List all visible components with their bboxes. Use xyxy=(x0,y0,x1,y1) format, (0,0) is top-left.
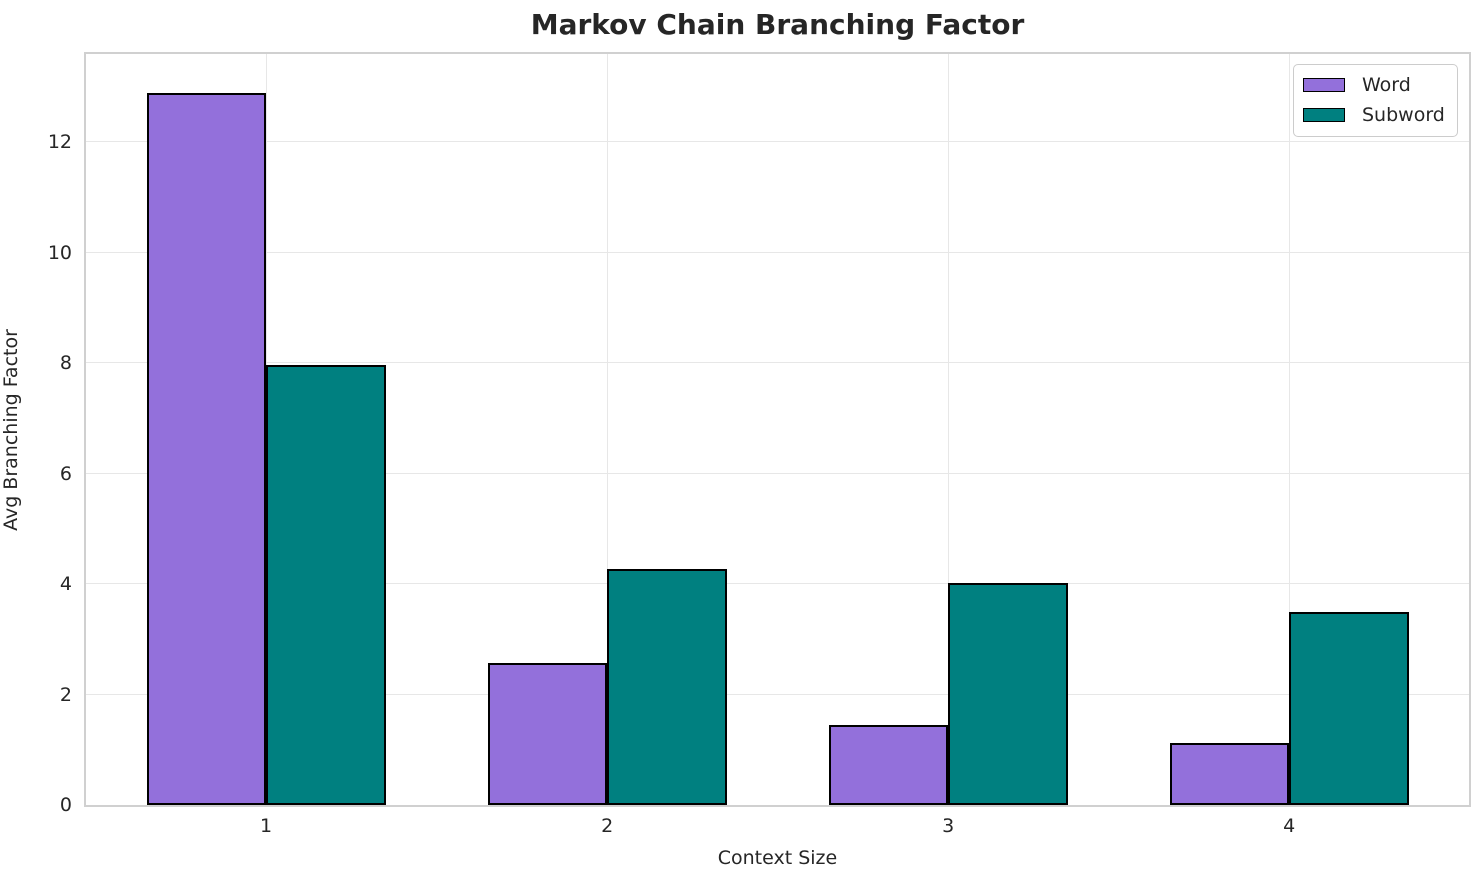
plot-area xyxy=(84,52,1471,807)
legend-label-word: Word xyxy=(1362,74,1411,96)
legend-swatch-word xyxy=(1303,78,1345,92)
gridline-x-4 xyxy=(1289,54,1291,805)
y-tick-label-8: 8 xyxy=(59,352,72,375)
gridline-y-4 xyxy=(86,583,1469,585)
bar-subword-context-2 xyxy=(607,568,727,805)
y-tick-label-12: 12 xyxy=(47,131,72,154)
bar-word-context-1 xyxy=(146,92,267,805)
gridline-y-8 xyxy=(86,362,1469,364)
gridline-x-2 xyxy=(607,54,609,805)
bar-word-context-2 xyxy=(487,662,608,805)
chart-title: Markov Chain Branching Factor xyxy=(530,8,1025,41)
x-tick-label-2: 2 xyxy=(601,815,614,837)
bar-word-context-3 xyxy=(828,724,949,805)
gridline-y-6 xyxy=(86,472,1469,474)
gridline-x-3 xyxy=(948,54,950,805)
y-tick-label-0: 0 xyxy=(59,794,72,816)
legend-item-subword: Subword xyxy=(1303,102,1447,128)
legend: Word Subword xyxy=(1293,64,1458,137)
legend-label-subword: Subword xyxy=(1362,104,1445,126)
bar-subword-context-4 xyxy=(1289,611,1409,805)
x-tick-label-3: 3 xyxy=(942,815,955,837)
y-tick-label-6: 6 xyxy=(59,462,72,485)
y-tick-label-10: 10 xyxy=(47,241,72,264)
y-tick-label-2: 2 xyxy=(59,683,72,706)
gridline-y-10 xyxy=(86,251,1469,253)
gridline-y-12 xyxy=(86,141,1469,143)
x-tick-label-4: 4 xyxy=(1283,815,1296,837)
legend-item-word: Word xyxy=(1303,72,1447,98)
y-tick-label-4: 4 xyxy=(59,573,72,596)
bar-word-context-4 xyxy=(1169,742,1290,805)
x-tick-label-1: 1 xyxy=(260,815,273,837)
y-axis-label: Avg Branching Factor xyxy=(0,329,22,531)
x-axis-label: Context Size xyxy=(717,847,838,869)
gridline-y-2 xyxy=(86,693,1469,695)
bar-subword-context-1 xyxy=(266,364,386,805)
legend-swatch-subword xyxy=(1303,108,1345,122)
bar-subword-context-3 xyxy=(948,583,1068,805)
